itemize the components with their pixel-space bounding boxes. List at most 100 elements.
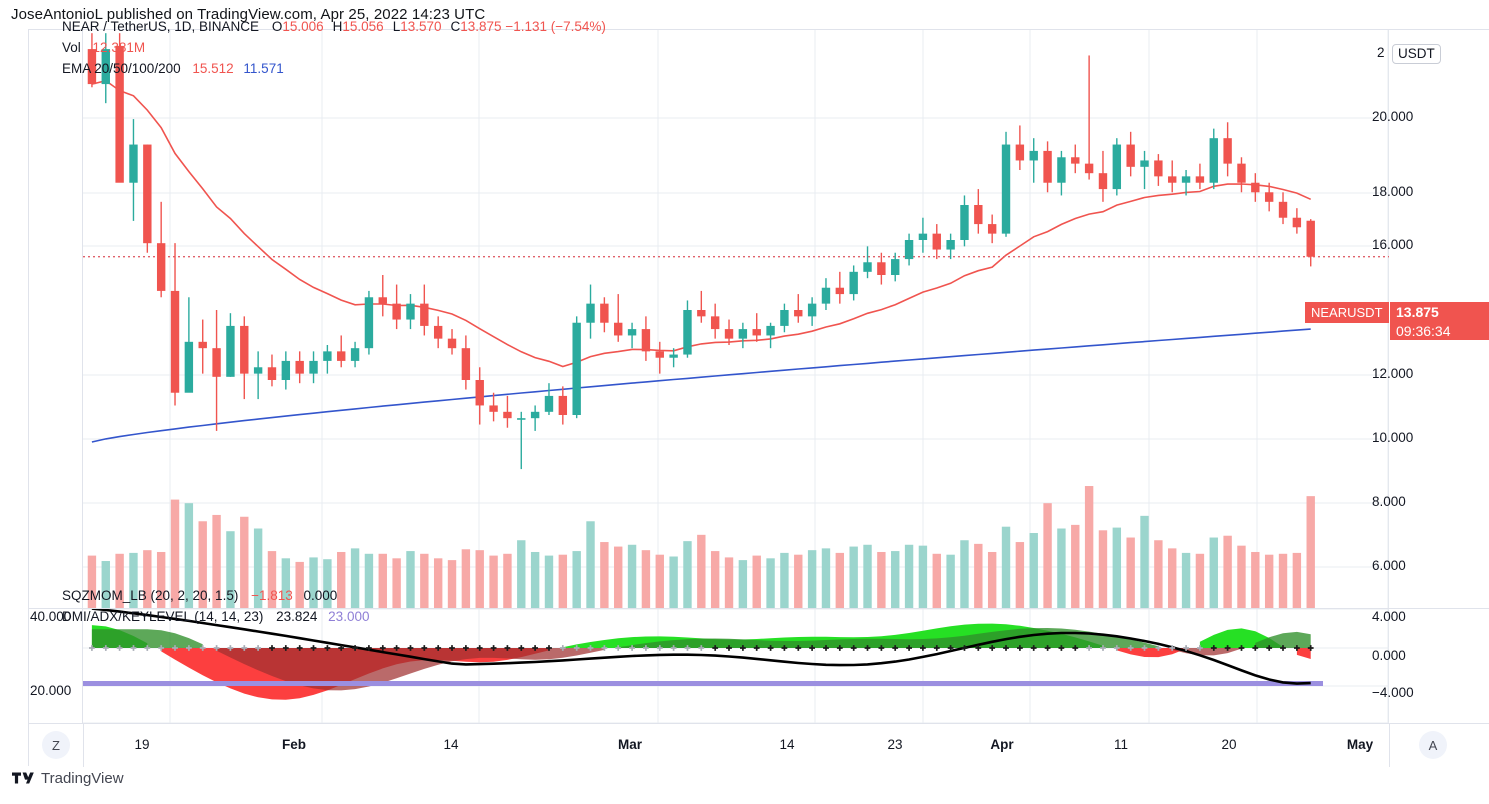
legend-change: −1.131 (−7.54%) xyxy=(505,19,606,34)
price-tick-3: 12.000 xyxy=(1372,366,1414,381)
volume-bar xyxy=(267,551,277,608)
price-tick-1: 18.000 xyxy=(1372,184,1414,199)
legend-sqzmom-row[interactable]: SQZMOM_LB (20, 2, 20, 1.5) −1.813 0.000 xyxy=(62,585,369,606)
legend-dmi-row[interactable]: DMI/ADX/KEYLEVEL (14, 14, 23) 23.824 23.… xyxy=(62,606,369,627)
sqzmom-positive-inner xyxy=(91,628,1311,648)
squeeze-marker xyxy=(656,645,663,651)
squeeze-marker xyxy=(255,645,261,651)
volume-bar xyxy=(1251,551,1260,608)
squeeze-marker xyxy=(740,645,746,651)
candle-body xyxy=(447,338,457,349)
legend-ema-row[interactable]: EMA 20/50/100/200 15.512 11.571 xyxy=(62,58,606,79)
volume-bar xyxy=(378,553,387,608)
price-tick-5: 8.000 xyxy=(1372,494,1406,509)
legend-ohlc-label: H xyxy=(332,19,343,34)
candle-body xyxy=(600,303,609,323)
squeeze-marker xyxy=(1127,645,1134,651)
volume-bar xyxy=(918,545,928,608)
legend-volume-row[interactable]: Vol 12.381M xyxy=(62,37,606,58)
legend-ohlc-label: C xyxy=(450,19,461,34)
volume-bar xyxy=(863,544,872,608)
legend-ohlc-label: O xyxy=(271,19,283,34)
candle-body xyxy=(641,329,651,352)
legend-sqzmom-value2: 0.000 xyxy=(303,588,338,603)
indicator-left-tick-1: 20.000 xyxy=(30,683,72,698)
squeeze-marker xyxy=(213,645,220,651)
price-pane[interactable] xyxy=(83,30,1389,608)
legend-symbol-row[interactable]: NEAR / TetherUS, 1D, BINANCE O15.006 H15.… xyxy=(62,16,606,37)
price-chart-svg xyxy=(83,30,1389,608)
candle-body xyxy=(807,303,817,317)
legend-ema-fast-value: 15.512 xyxy=(192,61,234,76)
volume-bar xyxy=(1015,542,1025,608)
candle-body xyxy=(295,360,304,374)
candle-body xyxy=(932,233,941,250)
volume-bar xyxy=(1071,524,1080,608)
squeeze-marker xyxy=(1100,645,1106,651)
timezone-button[interactable]: Z xyxy=(42,731,70,759)
candle-body xyxy=(281,360,291,380)
main-legend: NEAR / TetherUS, 1D, BINANCE O15.006 H 15.… xyxy=(62,16,606,79)
squeeze-marker xyxy=(158,645,165,651)
time-axis[interactable]: Z A 19 Feb 14 Mar 14 23 Apr 11 20 May xyxy=(29,723,1489,767)
price-tick-0: 20.000 xyxy=(1372,109,1414,124)
squeeze-marker xyxy=(435,645,442,651)
squeeze-marker xyxy=(809,645,815,651)
volume-bar xyxy=(835,552,845,608)
time-tick-8: 20 xyxy=(1221,737,1237,752)
candle-body xyxy=(766,325,775,336)
candle-body xyxy=(143,144,152,244)
squeeze-marker xyxy=(1044,645,1051,651)
squeeze-marker xyxy=(1086,645,1092,651)
squeeze-marker xyxy=(587,645,594,651)
candle-body xyxy=(1112,144,1122,190)
volume-bar xyxy=(807,550,817,608)
volume-bar xyxy=(143,550,152,608)
candle-body xyxy=(586,303,595,323)
squeeze-marker xyxy=(366,645,372,651)
volume-bar xyxy=(1195,553,1205,608)
price-axis[interactable] xyxy=(1388,30,1489,723)
legend-symbol-text: NEAR / TetherUS, 1D, BINANCE xyxy=(62,19,260,34)
candle-body xyxy=(918,233,928,240)
candle-body xyxy=(821,287,831,304)
volume-bar xyxy=(212,514,221,608)
squeeze-marker xyxy=(1252,645,1259,651)
legend-ohlc-value: 15.006 xyxy=(282,19,324,34)
squeeze-marker xyxy=(906,645,912,651)
candle-body xyxy=(129,144,138,183)
squeeze-marker xyxy=(518,645,525,651)
volume-bar xyxy=(475,550,484,608)
auto-scale-button[interactable]: A xyxy=(1419,731,1447,759)
chart-frame: Z A 19 Feb 14 Mar 14 23 Apr 11 20 May xyxy=(28,29,1489,767)
squeeze-marker xyxy=(573,645,580,651)
legend-volume-label: Vol xyxy=(62,40,81,55)
volume-bar xyxy=(337,551,346,608)
volume-bar xyxy=(1126,537,1135,608)
indicator-pane[interactable] xyxy=(83,609,1389,723)
candle-body xyxy=(849,271,858,295)
candle-body xyxy=(1015,144,1025,161)
volume-bar xyxy=(669,556,678,608)
squeeze-marker xyxy=(670,645,677,651)
time-tick-0: 19 xyxy=(134,737,150,752)
candle-body xyxy=(794,310,803,317)
squeeze-marker xyxy=(975,645,982,651)
volume-bar xyxy=(946,554,955,608)
squeeze-marker xyxy=(282,645,289,651)
squeeze-marker xyxy=(1155,645,1162,651)
squeeze-marker xyxy=(130,645,137,651)
time-axis-divider-right xyxy=(1389,724,1390,767)
last-price-value: 13.875 xyxy=(1396,304,1439,320)
footer-brand: TradingView xyxy=(41,770,124,787)
volume-bar xyxy=(364,553,374,608)
volume-bar xyxy=(891,551,900,608)
volume-bar xyxy=(1112,527,1122,608)
squeeze-marker xyxy=(1210,645,1217,651)
squeeze-marker xyxy=(1224,645,1231,651)
currency-badge[interactable]: USDT xyxy=(1392,44,1441,64)
volume-bar xyxy=(794,554,803,608)
squeeze-marker xyxy=(199,645,206,651)
time-tick-6: Apr xyxy=(990,737,1014,752)
indicator-left-tick-0: 40.000 xyxy=(30,609,72,624)
